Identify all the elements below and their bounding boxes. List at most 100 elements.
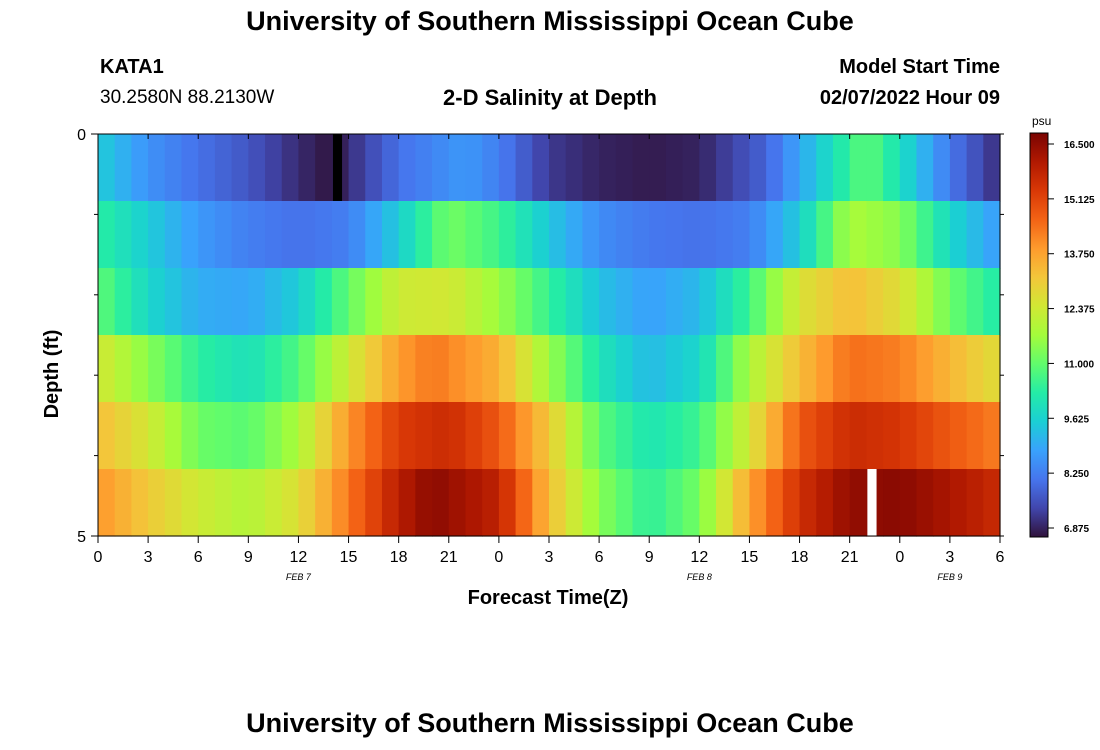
heatmap-cell	[816, 469, 834, 537]
heatmap-cell	[983, 469, 1001, 537]
y-axis: 05	[77, 127, 1004, 546]
colorbar-scale	[1029, 132, 1049, 538]
heatmap-cell	[716, 134, 734, 202]
heatmap-cell	[248, 134, 266, 202]
heatmap-cell	[298, 268, 316, 336]
heatmap-cell	[532, 134, 550, 202]
heatmap-cell	[214, 469, 233, 537]
heatmap-cell	[883, 134, 901, 202]
heatmap-cell	[966, 268, 984, 336]
heatmap-cell	[98, 402, 116, 470]
heatmap-cell	[582, 335, 600, 403]
heatmap-cell	[415, 469, 433, 537]
heatmap-cell	[482, 268, 500, 336]
heatmap-cell	[615, 402, 634, 470]
heatmap-cell	[749, 335, 767, 403]
heatmap-cell	[916, 335, 934, 403]
heatmap-cell	[582, 469, 600, 537]
heatmap-cell	[415, 335, 433, 403]
heatmap-cell	[832, 268, 851, 336]
heatmap-cell	[933, 268, 951, 336]
heatmap-cell	[899, 268, 918, 336]
heatmap-cell	[365, 134, 383, 202]
x-tick-label: 12	[290, 549, 308, 566]
heatmap-cell	[298, 402, 316, 470]
heatmap-cell	[665, 268, 684, 336]
heatmap-cell	[114, 335, 132, 403]
heatmap-cell	[782, 335, 801, 403]
heatmap-cell	[231, 268, 249, 336]
heatmap-cell	[649, 402, 667, 470]
heatmap-cell	[281, 201, 300, 269]
heatmap-cell	[98, 134, 116, 202]
heatmap-cell	[799, 134, 817, 202]
heatmap-cell	[265, 134, 283, 202]
heatmap-cell	[214, 268, 233, 336]
heatmap-cell	[398, 402, 416, 470]
heatmap-cell	[164, 469, 183, 537]
heatmap-cell	[331, 201, 350, 269]
heatmap-cell	[816, 134, 834, 202]
heatmap-cell	[816, 335, 834, 403]
date-label: FEB 7	[286, 572, 312, 582]
heatmap-cell	[131, 402, 149, 470]
date-label: FEB 9	[937, 572, 962, 582]
heatmap-cell	[398, 469, 416, 537]
heatmap-cell	[365, 335, 383, 403]
heatmap-cell	[281, 335, 300, 403]
heatmap-cell	[432, 268, 450, 336]
heatmap-cell	[114, 469, 132, 537]
heatmap-cell	[148, 335, 166, 403]
heatmap-cell	[465, 402, 483, 470]
heatmap-cell	[98, 268, 116, 336]
heatmap-cell	[415, 134, 433, 202]
heatmap-cell	[98, 469, 116, 537]
heatmap-cell	[916, 201, 934, 269]
heatmap-cell	[899, 134, 918, 202]
heatmap-cell	[231, 134, 249, 202]
heatmap-cell	[599, 469, 617, 537]
heatmap-cell	[465, 469, 483, 537]
heatmap-cell	[465, 268, 483, 336]
heatmap-cell	[615, 201, 634, 269]
heatmap-cell	[883, 469, 901, 537]
heatmap-cell	[281, 134, 300, 202]
heatmap-cell	[632, 268, 650, 336]
plot-title: 2-D Salinity at Depth	[443, 85, 657, 110]
colorbar-tick-label: 13.750	[1064, 250, 1095, 261]
heatmap-cell	[448, 201, 467, 269]
heatmap-cell	[348, 134, 366, 202]
heatmap-cell	[348, 335, 366, 403]
heatmap-cell	[148, 469, 166, 537]
heatmap-cell	[549, 201, 567, 269]
y-tick-label: 0	[77, 127, 86, 144]
heatmap-cell	[482, 134, 500, 202]
heatmap-cell	[248, 268, 266, 336]
salinity-heatmap-chart: 0 3 6 9 12 15 18 21 0 3 6 9 12 15 18 21 0 3 6 FEB 7 FEB 8 FEB…	[41, 114, 1095, 609]
x-tick-label: 0	[494, 549, 503, 566]
heatmap-cell	[214, 134, 233, 202]
x-tick-label: 6	[996, 549, 1005, 566]
heatmap-cell	[782, 201, 801, 269]
heatmap-cell	[131, 201, 149, 269]
heatmap-cell	[582, 268, 600, 336]
heatmap-cell	[398, 335, 416, 403]
x-tick-label: 15	[741, 549, 759, 566]
heatmap-cell	[799, 402, 817, 470]
model-start-label: Model Start Time	[839, 56, 1000, 78]
heatmap-cell	[565, 268, 583, 336]
heatmap-cell	[933, 402, 951, 470]
heatmap-cell	[515, 335, 533, 403]
colorbar-tick-label: 11.000	[1064, 359, 1094, 370]
heatmap-cell	[782, 268, 801, 336]
heatmap-cell	[949, 469, 968, 537]
heatmap-cell	[749, 469, 767, 537]
heatmap-cell	[949, 134, 968, 202]
heatmap-cell	[198, 469, 216, 537]
heatmap-cell	[248, 402, 266, 470]
heatmap-cell	[465, 335, 483, 403]
missing-data-cell	[332, 134, 343, 201]
heatmap-cell	[482, 201, 500, 269]
heatmap-cell	[248, 469, 266, 537]
heatmap-cell	[432, 469, 450, 537]
